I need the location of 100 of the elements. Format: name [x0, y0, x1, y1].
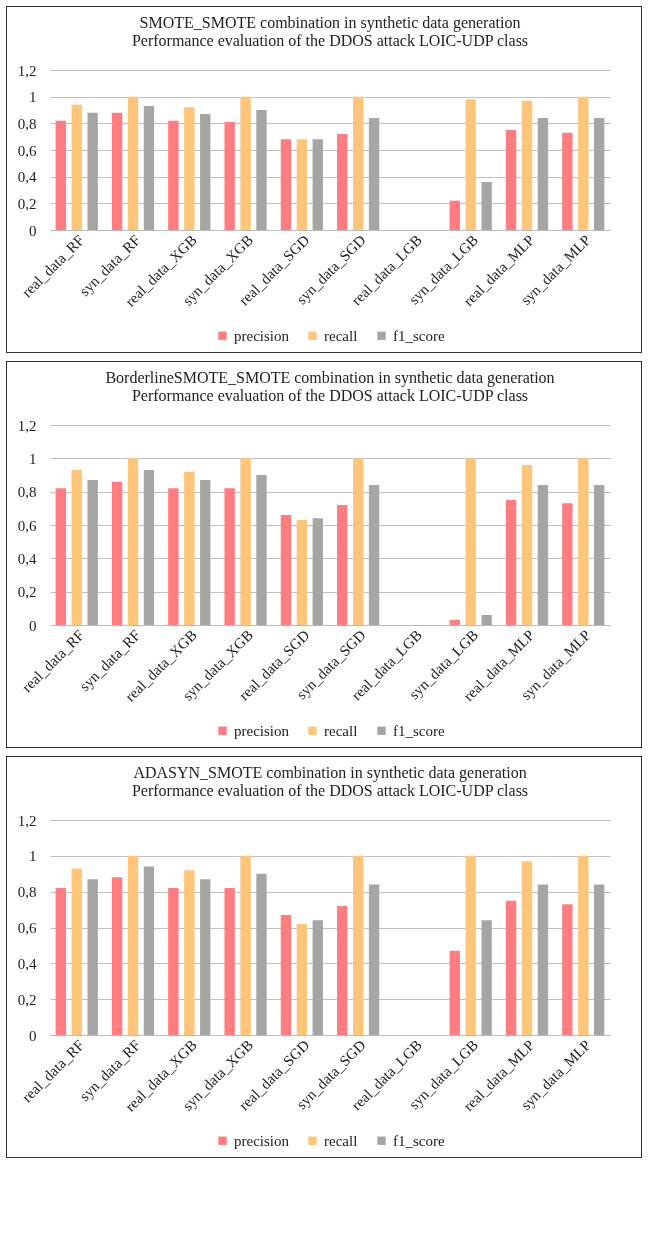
bar [562, 904, 573, 1035]
legend-label: precision [234, 327, 290, 344]
chart-title: ADASYN_SMOTE combination in synthetic data generation Performance evaluation of the DDOS attack LOIC-UDP class [131, 764, 529, 799]
bar [352, 96, 364, 230]
bar [337, 134, 348, 230]
bar [111, 877, 123, 1035]
bar [168, 888, 179, 1035]
chart-title: SMOTE_SMOTE combination in synthetic data generation Performance evaluation of the DDOS attack LOIC-UDP class [131, 14, 529, 49]
bar [184, 471, 195, 625]
bar [200, 114, 211, 230]
y-tick-label: 0,8 [17, 884, 37, 901]
bar [481, 920, 492, 1035]
bar [168, 120, 179, 230]
bar [280, 515, 292, 625]
bar [578, 458, 589, 625]
bar [368, 485, 380, 625]
bar [312, 518, 323, 625]
bar [200, 879, 211, 1035]
bar [256, 110, 267, 230]
bar [71, 104, 82, 230]
y-tick-label: 0,8 [17, 484, 37, 501]
bar [184, 107, 195, 230]
bar [87, 879, 98, 1035]
bar [143, 106, 155, 230]
legend-label: f1_score [393, 722, 445, 739]
bar [352, 458, 364, 625]
bar [127, 855, 139, 1035]
y-tick-label: 1 [29, 450, 37, 467]
bar [143, 470, 155, 625]
bar [505, 500, 517, 625]
bar [143, 866, 155, 1035]
chart-title: BorderlineSMOTE_SMOTE combination in synthetic data generation Performance evaluation of the DDOS attack LOIC-UDP class [105, 369, 555, 404]
legend-label: precision [234, 1132, 290, 1149]
bar [280, 139, 292, 230]
bar [127, 458, 139, 625]
bar [71, 470, 82, 625]
y-tick-label: 0 [29, 222, 37, 239]
y-tick-label: 1,2 [17, 62, 37, 79]
y-tick-label: 1 [29, 89, 37, 106]
bar [87, 112, 98, 230]
bar [256, 475, 267, 625]
bar [594, 118, 605, 230]
y-tick-label: 0,2 [17, 195, 37, 212]
bar [184, 870, 195, 1035]
bar [594, 485, 605, 625]
legend-label: f1_score [393, 327, 445, 344]
bar [337, 505, 348, 625]
bar [505, 900, 517, 1035]
bar [537, 485, 549, 625]
bar [240, 96, 251, 230]
y-tick-label: 0 [29, 1027, 37, 1044]
y-tick-label: 0,4 [17, 169, 37, 186]
bar [368, 884, 380, 1035]
bar [578, 855, 589, 1035]
bar [562, 132, 573, 230]
y-tick-label: 0,4 [17, 550, 37, 567]
bar [537, 118, 549, 230]
bar [200, 480, 211, 625]
bar [521, 100, 533, 230]
bar [55, 120, 66, 230]
bar [521, 465, 533, 625]
bar [240, 458, 251, 625]
bar [368, 118, 380, 230]
bar [168, 488, 179, 625]
bar [481, 615, 492, 625]
y-tick-label: 0,6 [17, 920, 37, 936]
bar [352, 855, 364, 1035]
y-tick-label: 0,2 [17, 584, 37, 601]
bar [71, 868, 82, 1035]
bar [537, 884, 549, 1035]
y-tick-label: 0,8 [17, 115, 37, 132]
bar [111, 112, 123, 230]
bar [55, 488, 66, 625]
bar [449, 950, 460, 1035]
legend-label: f1_score [393, 1132, 445, 1149]
y-tick-label: 0,4 [17, 955, 37, 972]
bar [337, 906, 348, 1035]
bar [465, 855, 476, 1035]
bar [256, 873, 267, 1035]
y-tick-label: 0,2 [17, 991, 37, 1008]
bar [296, 520, 308, 625]
bar [562, 503, 573, 625]
bar [449, 620, 460, 625]
bar [224, 122, 235, 230]
bar [594, 884, 605, 1035]
bar [296, 139, 308, 230]
y-tick-label: 1,2 [17, 417, 37, 434]
bar [521, 861, 533, 1035]
bar [240, 855, 251, 1035]
bar [111, 481, 123, 625]
bar [312, 139, 323, 230]
bar [55, 888, 66, 1035]
bar [312, 920, 323, 1035]
bar [481, 182, 492, 230]
bar [280, 914, 292, 1035]
bar [578, 96, 589, 230]
bar [449, 200, 460, 230]
y-tick-label: 0,6 [17, 517, 37, 534]
bar [296, 923, 308, 1035]
bar [224, 888, 235, 1035]
